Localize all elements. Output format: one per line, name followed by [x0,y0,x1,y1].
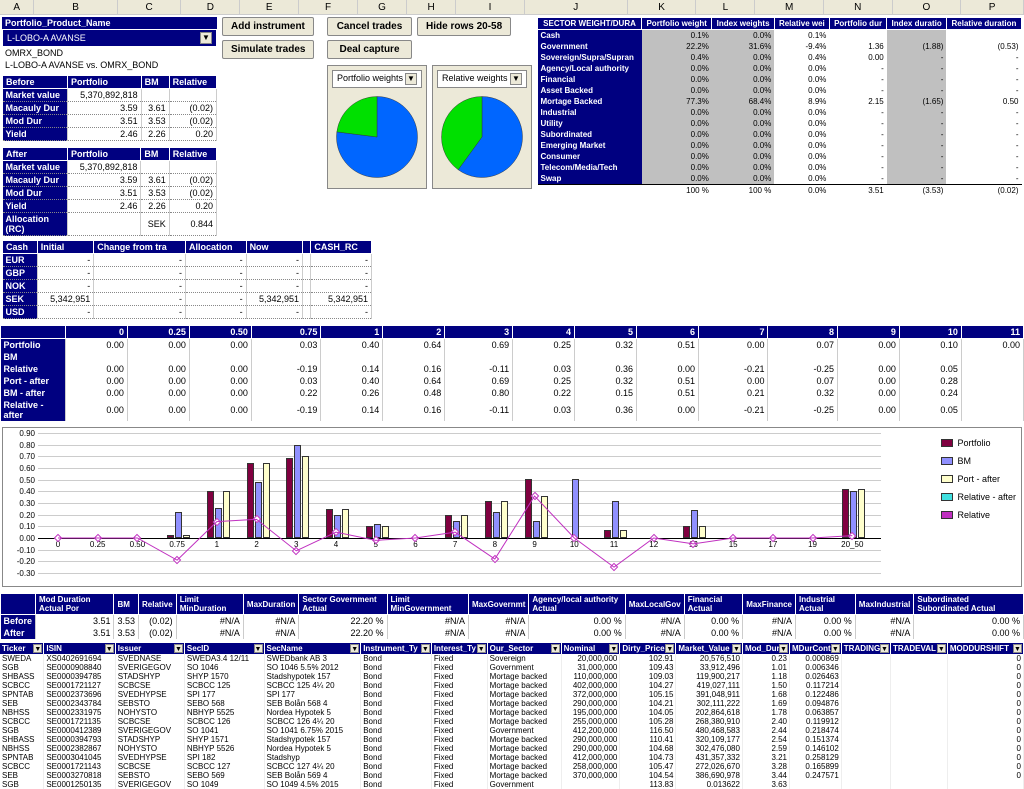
table-row[interactable]: SHBASSSE0000394785STADSHYPSHYP 1570Stads… [0,672,1024,681]
filter-icon[interactable]: ▼ [33,644,42,653]
filter-icon[interactable]: ▼ [880,644,889,653]
chart-dropdown-icon[interactable]: ▼ [510,73,522,85]
col-header-K[interactable]: K [628,0,697,14]
buckets-table: 00.250.500.751234567891011Portfolio0.000… [0,325,1024,421]
filter-icon[interactable]: ▼ [779,644,788,653]
col-header-F[interactable]: F [299,0,358,14]
hide-rows-button[interactable]: Hide rows 20-58 [417,17,511,36]
table-row[interactable]: SCBCCSE0001721143SCBCSESCBCC 127SCBCC 12… [0,762,1024,771]
col-header-A[interactable]: A [0,0,34,14]
bond-col-Market_Value[interactable]: Market_Value▼ [676,643,743,654]
filter-icon[interactable]: ▼ [732,644,741,653]
product-dropdown[interactable]: L-LOBO-A AVANSE ▼ [2,29,217,47]
bond-col-MODDURSHIFT[interactable]: MODDURSHIFT▼ [947,643,1023,654]
table-row[interactable]: SEBSE0002343784SEBSTOSEBO 568SEB Bolån 5… [0,699,1024,708]
col-header-N[interactable]: N [824,0,893,14]
bond-col-Dirty_Price[interactable]: Dirty_Price▼ [620,643,676,654]
filter-icon[interactable]: ▼ [421,644,430,653]
bond-table: Ticker▼ISIN▼Issuer▼SecID▼SecName▼Instrum… [0,643,1024,789]
chart-dropdown-icon[interactable]: ▼ [405,73,417,85]
col-header-P[interactable]: P [961,0,1024,14]
table-row[interactable]: SGBSE0000908840SVERIGEGOVSO 1046SO 1046 … [0,663,1024,672]
duration-bar-chart: 0.900.800.700.600.500.400.300.200.100.00… [2,427,1022,587]
bond-col-ISIN[interactable]: ISIN▼ [44,643,115,654]
table-row[interactable]: SCBCCSE0001721127SCBCSESCBCC 125SCBCC 12… [0,681,1024,690]
col-header-E[interactable]: E [240,0,299,14]
col-header-B[interactable]: B [34,0,117,14]
table-row[interactable]: SGBSE0000412389SVERIGEGOVSO 1041SO 1041 … [0,726,1024,735]
table-row[interactable]: SGBSE0001250135SVERIGEGOVSO 1049SO 1049 … [0,780,1024,789]
bond-col-Nominal[interactable]: Nominal▼ [561,643,620,654]
filter-icon[interactable]: ▼ [1013,644,1022,653]
filter-icon[interactable]: ▼ [609,644,618,653]
bond-col-Mod_Dur[interactable]: Mod_Dur▼ [742,643,789,654]
col-header-C[interactable]: C [118,0,182,14]
pie2-title: Relative weights [442,73,508,85]
bond-col-SecName[interactable]: SecName▼ [264,643,361,654]
table-row[interactable]: SPNTABSE0003041045SVEDHYPSESPI 182Stadsh… [0,753,1024,762]
pie1-title: Portfolio weights [337,73,403,85]
add-instrument-button[interactable]: Add instrument [222,17,314,36]
column-headers: ABCDEFGHIJKLMNOP [0,0,1024,15]
filter-icon[interactable]: ▼ [551,644,560,653]
col-header-M[interactable]: M [755,0,824,14]
table-row[interactable]: SPNTABSE0002373696SVEDHYPSESPI 177SPI 17… [0,690,1024,699]
mod-duration-table: Mod Duration Actual PorBMRelativeLimit M… [0,593,1024,639]
col-header-O[interactable]: O [893,0,962,14]
table-row[interactable]: SWEDAXS0402691694SVEDNASESWEDA3.4 12/11S… [0,654,1024,663]
after-table: AfterPortfolioBMRelativeMarket value5,37… [2,147,217,236]
filter-icon[interactable]: ▼ [665,644,674,653]
product-value: L-LOBO-A AVANSE [7,33,86,43]
dropdown-arrow-icon: ▼ [200,32,212,44]
product-label: Portfolio_Product_Name [2,17,217,29]
filter-icon[interactable]: ▼ [477,644,486,653]
table-row[interactable]: SHBASSSE0000394793STADSHYPSHYP 1571Stads… [0,735,1024,744]
simulate-trades-button[interactable]: Simulate trades [222,40,314,59]
subtitle-2: L-LOBO-A AVANSE vs. OMRX_BOND [2,59,217,71]
col-header-H[interactable]: H [407,0,456,14]
bond-col-Interest_Ty[interactable]: Interest_Ty▼ [431,643,487,654]
bond-col-Instrument_Ty[interactable]: Instrument_Ty▼ [361,643,432,654]
filter-icon[interactable]: ▼ [254,644,263,653]
table-row[interactable]: NBHSSSE0002382867NOHYSTONBHYP 5526Nordea… [0,744,1024,753]
deal-capture-button[interactable]: Deal capture [327,40,412,59]
bond-col-TRADEVAL[interactable]: TRADEVAL▼ [890,643,947,654]
bond-col-Our_Sector[interactable]: Our_Sector▼ [487,643,561,654]
subtitle-1: OMRX_BOND [2,47,217,59]
bond-col-TRADING[interactable]: TRADING▼ [841,643,890,654]
bond-col-Issuer[interactable]: Issuer▼ [115,643,184,654]
filter-icon[interactable]: ▼ [831,644,840,653]
col-header-L[interactable]: L [696,0,755,14]
bond-col-MDurCont[interactable]: MDurCont▼ [790,643,842,654]
table-row[interactable]: NBHSSSE0002331975NOHYSTONBHYP 5525Nordea… [0,708,1024,717]
col-header-J[interactable]: J [525,0,628,14]
filter-icon[interactable]: ▼ [174,644,183,653]
filter-icon[interactable]: ▼ [937,644,946,653]
table-row[interactable]: SEBSE0003270818SEBSTOSEBO 569SEB Bolån 5… [0,771,1024,780]
filter-icon[interactable]: ▼ [105,644,114,653]
bond-col-Ticker[interactable]: Ticker▼ [0,643,44,654]
relative-weights-chart: Relative weights ▼ [432,65,532,189]
bond-col-SecID[interactable]: SecID▼ [184,643,264,654]
cancel-trades-button[interactable]: Cancel trades [327,17,412,36]
portfolio-weights-chart: Portfolio weights ▼ [327,65,427,189]
table-row[interactable]: SCBCCSE0001721135SCBCSESCBCC 126SCBCC 12… [0,717,1024,726]
col-header-G[interactable]: G [358,0,407,14]
col-header-D[interactable]: D [181,0,240,14]
cash-table: CashInitialChange from traAllocationNowC… [2,240,372,319]
sector-table: SECTOR WEIGHT/DURAPortfolio weightIndex … [537,17,1022,196]
col-header-I[interactable]: I [456,0,525,14]
filter-icon[interactable]: ▼ [350,644,359,653]
before-table: BeforePortfolioBMRelativeMarket value5,3… [2,75,217,141]
